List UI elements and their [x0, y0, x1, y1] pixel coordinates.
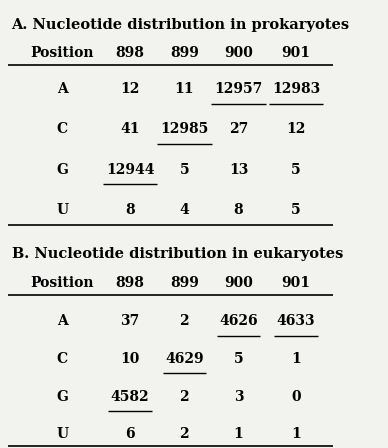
Text: 0: 0	[291, 390, 301, 404]
Text: 2: 2	[180, 390, 189, 404]
Text: 901: 901	[282, 276, 311, 290]
Text: 2: 2	[180, 314, 189, 328]
Text: 11: 11	[175, 82, 194, 96]
Text: B. Nucleotide distribution in eukaryotes: B. Nucleotide distribution in eukaryotes	[12, 247, 343, 261]
Text: 1: 1	[291, 427, 301, 441]
Text: 900: 900	[224, 46, 253, 60]
Text: 898: 898	[116, 46, 145, 60]
Text: 1: 1	[234, 427, 243, 441]
Text: 12983: 12983	[272, 82, 320, 96]
Text: 41: 41	[120, 122, 140, 137]
Text: 5: 5	[180, 163, 189, 177]
Text: C: C	[57, 352, 68, 366]
Text: 13: 13	[229, 163, 248, 177]
Text: 5: 5	[291, 163, 301, 177]
Text: 4633: 4633	[277, 314, 315, 328]
Text: C: C	[57, 122, 68, 137]
Text: 37: 37	[121, 314, 140, 328]
Text: 8: 8	[125, 202, 135, 217]
Text: 12944: 12944	[106, 163, 154, 177]
Text: 1: 1	[291, 352, 301, 366]
Text: Position: Position	[31, 276, 94, 290]
Text: 8: 8	[234, 202, 243, 217]
Text: G: G	[56, 390, 68, 404]
Text: 12985: 12985	[160, 122, 208, 137]
Text: A. Nucleotide distribution in prokaryotes: A. Nucleotide distribution in prokaryote…	[12, 18, 350, 32]
Text: A: A	[57, 314, 68, 328]
Text: 4: 4	[180, 202, 189, 217]
Text: 901: 901	[282, 46, 311, 60]
Text: 5: 5	[291, 202, 301, 217]
Text: 12957: 12957	[215, 82, 263, 96]
Text: A: A	[57, 82, 68, 96]
Text: 5: 5	[234, 352, 243, 366]
Text: 899: 899	[170, 46, 199, 60]
Text: 900: 900	[224, 276, 253, 290]
Text: 4582: 4582	[111, 390, 149, 404]
Text: 3: 3	[234, 390, 243, 404]
Text: 12: 12	[286, 122, 306, 137]
Text: 27: 27	[229, 122, 248, 137]
Text: G: G	[56, 163, 68, 177]
Text: 6: 6	[125, 427, 135, 441]
Text: 2: 2	[180, 427, 189, 441]
Text: 4629: 4629	[165, 352, 204, 366]
Text: 4626: 4626	[219, 314, 258, 328]
Text: 899: 899	[170, 276, 199, 290]
Text: U: U	[56, 427, 68, 441]
Text: 10: 10	[120, 352, 140, 366]
Text: 898: 898	[116, 276, 145, 290]
Text: U: U	[56, 202, 68, 217]
Text: Position: Position	[31, 46, 94, 60]
Text: 12: 12	[120, 82, 140, 96]
